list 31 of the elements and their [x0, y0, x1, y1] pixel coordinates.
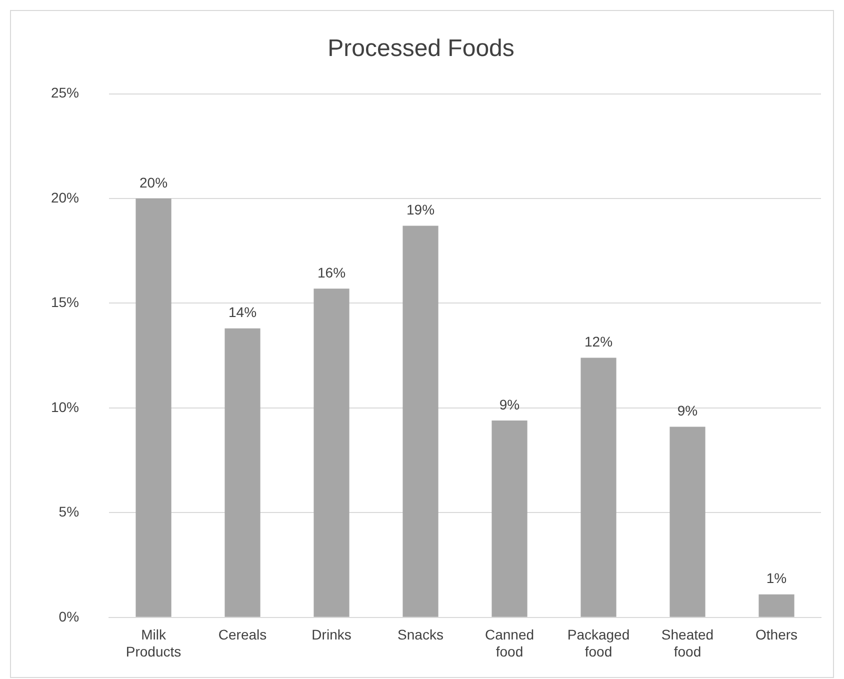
data-label: 1% — [766, 570, 787, 586]
bar — [402, 226, 438, 617]
y-tick-label: 5% — [58, 504, 80, 520]
data-label: 16% — [318, 264, 346, 280]
x-tick-label: Packaged food — [567, 626, 630, 660]
chart-title: Processed Foods — [328, 35, 514, 62]
x-tick-label: Others — [755, 626, 798, 643]
data-label: 20% — [140, 174, 168, 190]
y-tick-label: 10% — [50, 398, 80, 415]
x-tick-label: Snacks — [398, 626, 444, 643]
bar — [670, 426, 706, 617]
data-label: 12% — [584, 334, 613, 350]
y-tick-label: 20% — [50, 189, 80, 206]
bar — [492, 420, 528, 617]
x-tick-label: Milk Products — [126, 626, 182, 660]
bar — [136, 198, 172, 617]
data-label: 9% — [499, 396, 520, 412]
data-label: 9% — [677, 402, 698, 419]
x-tick-label: Sheated food — [661, 626, 714, 660]
y-tick-label: 15% — [50, 294, 80, 310]
data-label: 14% — [228, 304, 257, 320]
y-tick-label: 0% — [58, 608, 80, 624]
data-label: 19% — [406, 202, 435, 218]
y-tick-label: 25% — [50, 84, 80, 101]
x-tick-label: Canned food — [484, 626, 534, 660]
bar — [580, 358, 616, 617]
x-tick-label: Cereals — [218, 626, 267, 643]
bar — [758, 594, 794, 617]
x-tick-label: Drinks — [312, 626, 352, 643]
bar — [314, 288, 350, 617]
bar — [224, 328, 260, 617]
